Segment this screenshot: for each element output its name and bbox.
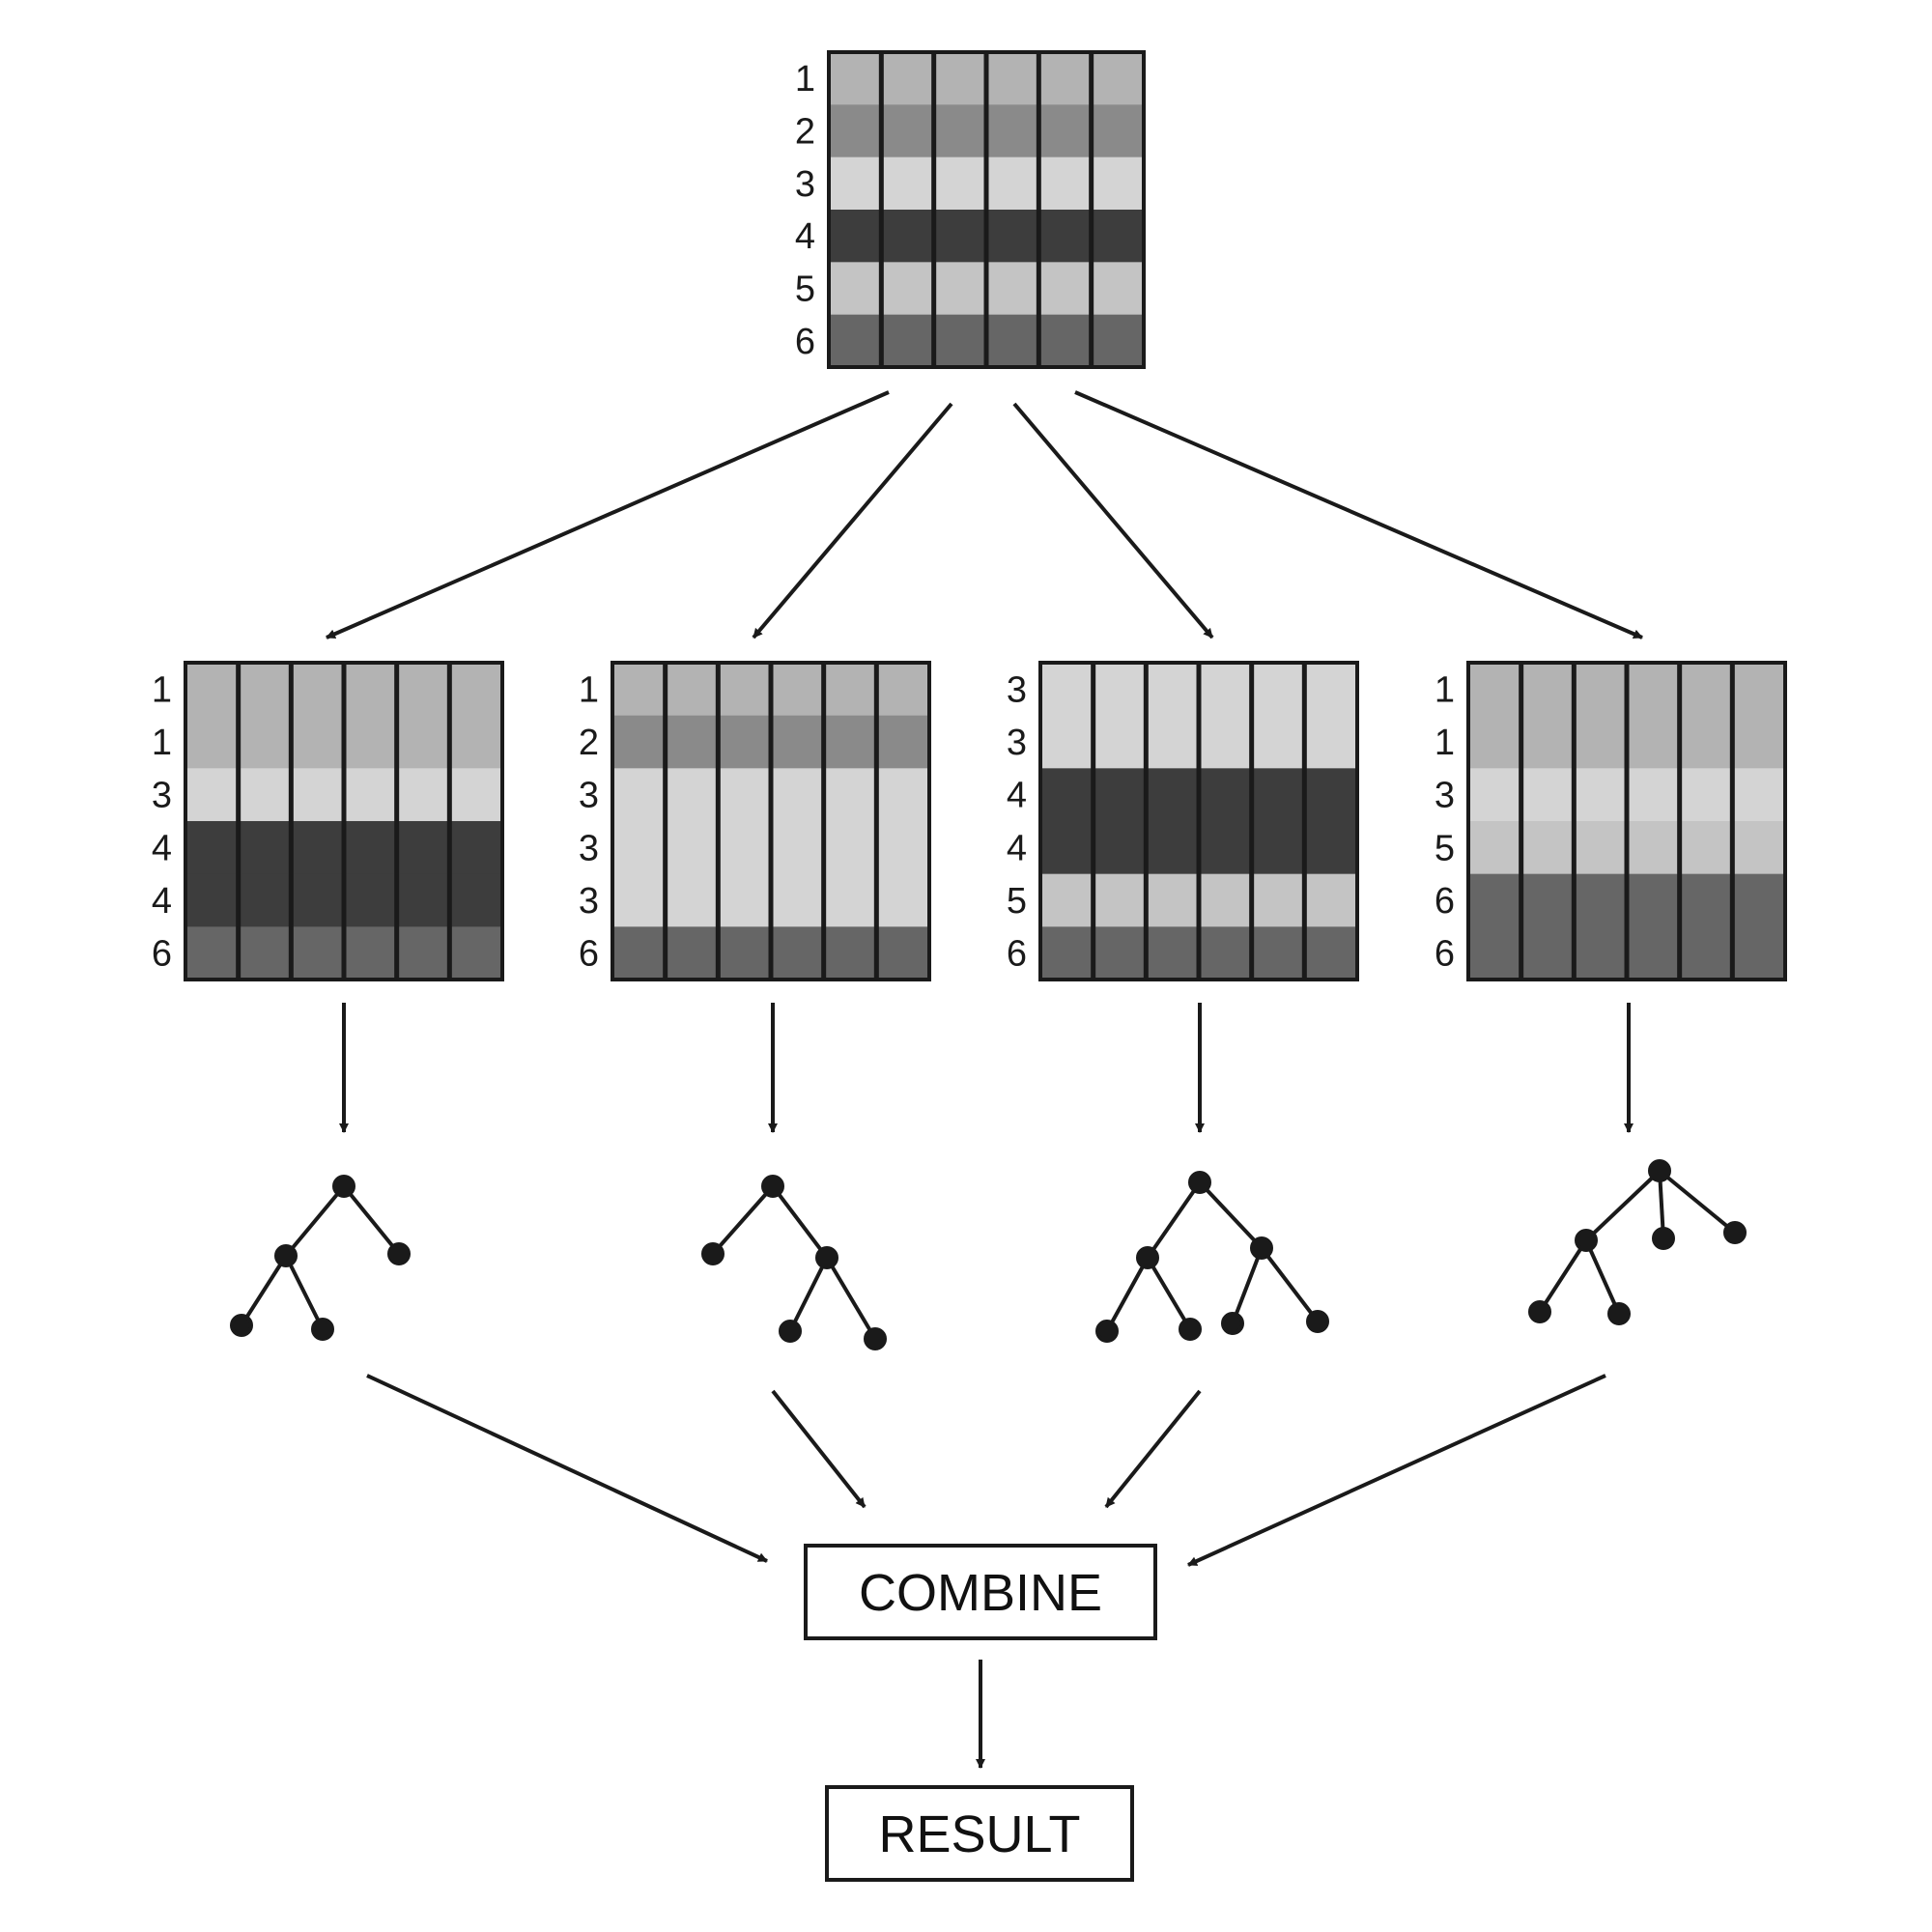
tree-node — [1607, 1302, 1631, 1325]
tree-node — [1648, 1159, 1671, 1182]
arrow-combine-4 — [1187, 1374, 1606, 1567]
matrix-border — [1466, 661, 1787, 981]
row-label: 1 — [152, 723, 172, 763]
row-label: 3 — [795, 164, 815, 205]
row-label: 1 — [795, 59, 815, 99]
row-label: 5 — [1435, 828, 1455, 868]
bootstrap-sample-matrices: 1 1 3 4 4 6 1 2 3 3 3 6 3 3 4 4 5 6 1 1 3 5 6 6 — [152, 661, 1787, 981]
arrow-combine-1 — [366, 1374, 768, 1563]
tree-node — [1528, 1300, 1551, 1323]
tree-node — [1306, 1310, 1329, 1333]
row-label: 3 — [1007, 669, 1027, 710]
row-label: 4 — [152, 881, 172, 922]
row-label: 3 — [1007, 723, 1027, 763]
combine-label: COMBINE — [859, 1564, 1102, 1622]
row-label: 3 — [579, 881, 599, 922]
matrix-border — [1038, 661, 1359, 981]
arrow-to-sample-1 — [326, 390, 890, 639]
tree-node — [779, 1320, 802, 1343]
row-label: 4 — [795, 216, 815, 257]
row-label: 3 — [1435, 776, 1455, 816]
tree-1 — [230, 1175, 411, 1341]
arrow-to-sample-4 — [1074, 390, 1643, 639]
tree-node — [1723, 1221, 1747, 1244]
tree-node — [1250, 1236, 1273, 1260]
tree-node — [1652, 1227, 1675, 1250]
arrow-combine-3 — [1104, 1389, 1202, 1509]
tree-node — [1179, 1318, 1202, 1341]
tree-node — [864, 1327, 887, 1350]
row-label: 6 — [1435, 934, 1455, 975]
row-label: 2 — [579, 723, 599, 763]
row-label: 2 — [795, 112, 815, 153]
row-label: 3 — [579, 776, 599, 816]
row-label: 6 — [1435, 881, 1455, 922]
row-label: 1 — [579, 669, 599, 710]
split-arrows — [326, 390, 1643, 639]
row-label: 3 — [579, 828, 599, 868]
matrix-border — [184, 661, 504, 981]
matrix-border — [827, 50, 1146, 369]
tree-node — [1136, 1246, 1159, 1269]
row-label: 4 — [152, 828, 172, 868]
sample-to-tree-arrows — [339, 1003, 1634, 1133]
row-label: 1 — [152, 669, 172, 710]
row-label: 6 — [795, 322, 815, 362]
row-label: 4 — [1007, 828, 1027, 868]
tree-node — [230, 1314, 253, 1337]
tree-node — [761, 1175, 784, 1198]
tree-node — [387, 1242, 411, 1265]
tree-2 — [701, 1175, 887, 1350]
row-label: 6 — [579, 934, 599, 975]
decision-trees — [230, 1159, 1747, 1350]
tree-node — [1188, 1171, 1211, 1194]
tree-node — [1095, 1320, 1119, 1343]
row-label: 5 — [795, 270, 815, 310]
arrow-to-sample-2 — [752, 402, 953, 639]
bootstrap-sample-3: 3 3 4 4 5 6 — [1007, 661, 1359, 981]
result-label: RESULT — [878, 1805, 1080, 1863]
tree-node — [332, 1175, 355, 1198]
tree-node — [701, 1242, 724, 1265]
row-label: 1 — [1435, 669, 1455, 710]
tree-node — [815, 1246, 838, 1269]
combine-box: COMBINE — [804, 1544, 1157, 1640]
tree-node — [1221, 1312, 1244, 1335]
tree-node — [274, 1244, 298, 1267]
row-label: 6 — [1007, 934, 1027, 975]
bootstrap-sample-4: 1 1 3 5 6 6 — [1435, 661, 1787, 981]
tree-node — [311, 1318, 334, 1341]
row-label: 3 — [152, 776, 172, 816]
bootstrap-sample-2: 1 2 3 3 3 6 — [579, 661, 931, 981]
matrix-border — [611, 661, 931, 981]
tree-node — [1575, 1229, 1598, 1252]
result-box: RESULT — [825, 1785, 1134, 1882]
tree-3 — [1095, 1171, 1329, 1343]
arrow-to-sample-3 — [1012, 402, 1214, 639]
original-dataset-matrix: 1 2 3 4 5 6 — [795, 50, 1146, 369]
original-matrix-grid: 1 2 3 4 5 6 — [795, 50, 1146, 369]
row-label: 4 — [1007, 776, 1027, 816]
tree-to-combine-arrows — [366, 1374, 1606, 1567]
arrow-combine-2 — [771, 1389, 867, 1509]
row-label: 6 — [152, 934, 172, 975]
tree-4 — [1528, 1159, 1747, 1325]
row-label: 5 — [1007, 881, 1027, 922]
bootstrap-sample-1: 1 1 3 4 4 6 — [152, 661, 504, 981]
row-label: 1 — [1435, 723, 1455, 763]
